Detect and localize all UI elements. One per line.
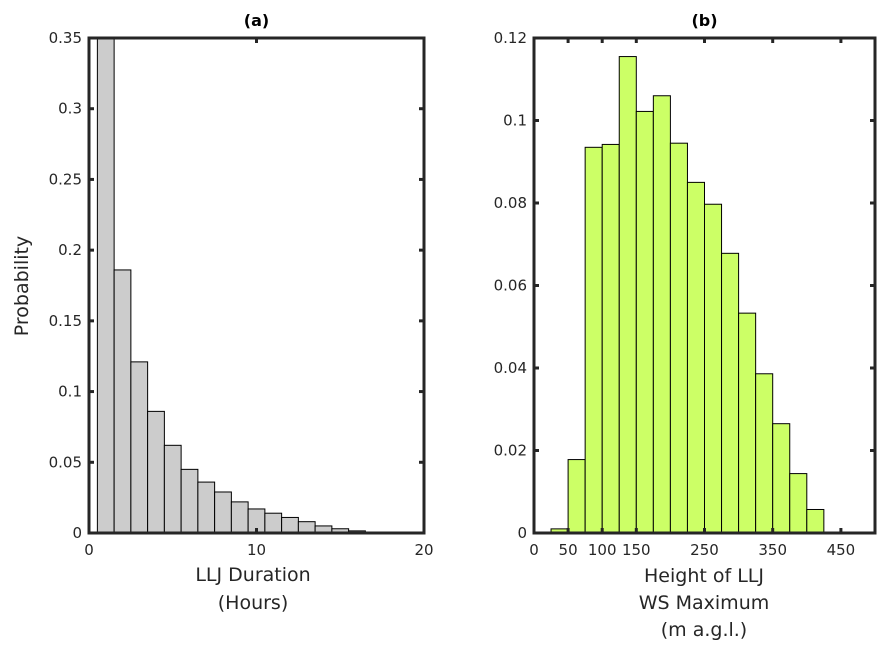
x-tick-label: 10 (247, 541, 266, 559)
y-tick-label: 0.1 (503, 112, 527, 130)
histogram-bar (806, 508, 825, 534)
y-tick-label: 0.15 (49, 312, 82, 330)
histogram-bar (567, 459, 586, 534)
y-tick-label: 0.02 (494, 442, 527, 460)
histogram-bar (789, 473, 808, 534)
y-tick-label: 0.04 (494, 359, 527, 377)
x-tick-label: 250 (690, 541, 719, 559)
histogram-bar (281, 516, 299, 534)
x-tick-label: 150 (622, 541, 651, 559)
y-tick-label: 0 (517, 524, 527, 542)
histogram-bar (618, 56, 637, 534)
histogram-bar (297, 521, 316, 534)
histogram-bar (113, 269, 132, 534)
x-axis-label: WS Maximum (639, 592, 770, 614)
x-tick-label: 20 (414, 541, 433, 559)
x-tick-label: 0 (529, 541, 539, 559)
x-tick-label: 350 (758, 541, 787, 559)
histogram-bar (721, 252, 740, 534)
histogram-bar (230, 501, 249, 534)
histogram-bar (214, 491, 232, 534)
y-tick-label: 0.08 (494, 194, 527, 212)
histogram-bar (130, 361, 149, 534)
histogram-bar (584, 146, 603, 534)
y-tick-label: 0.1 (58, 383, 82, 401)
histogram-bar (635, 110, 654, 534)
histogram-bar (704, 203, 723, 534)
y-tick-label: 0.2 (58, 241, 82, 259)
histogram-bar (772, 423, 791, 534)
panel-a: 0 10 20 0 0.05 0.1 0.15 0.2 0.25 0.3 0.35 (a) LLJ Du… (11, 11, 434, 614)
histogram-bar (147, 410, 165, 534)
x-axis-label: (Hours) (218, 592, 289, 614)
histogram-bar (738, 312, 757, 534)
x-axis-label: (m a.g.l.) (661, 619, 747, 641)
histogram-bar (180, 468, 199, 534)
histogram-bar (755, 373, 774, 534)
y-tick-label: 0.35 (49, 29, 82, 47)
panel-title: (a) (244, 11, 269, 30)
panel-title: (b) (691, 11, 717, 30)
y-tick-label: 0.05 (49, 453, 82, 471)
y-tick-label: 0.06 (494, 277, 527, 295)
y-tick-label: 0 (72, 524, 82, 542)
histogram-bar (197, 481, 216, 534)
x-tick-label: 100 (588, 541, 617, 559)
x-axis-label: LLJ Duration (195, 564, 310, 586)
histogram-bar (163, 444, 182, 534)
x-tick-label: 0 (84, 541, 94, 559)
y-tick-label: 0.3 (58, 100, 82, 118)
histogram-bar (652, 95, 671, 534)
y-axis-label: Probability (11, 236, 33, 336)
histogram-bar (686, 181, 706, 534)
y-tick-label: 0.12 (494, 29, 527, 47)
x-tick-label: 450 (827, 541, 856, 559)
histogram-bar (264, 512, 283, 534)
histogram-bar (669, 142, 688, 534)
histogram-bar (601, 143, 620, 534)
x-axis-label: Height of LLJ (644, 565, 764, 587)
x-tick-label: 50 (559, 541, 578, 559)
panel-b: 0 50 100 150 250 350 450 0 0.02 0.04 0.06 0.08 0.1 0.… (494, 11, 877, 641)
y-tick-label: 0.25 (49, 170, 82, 188)
histogram-bar (96, 37, 115, 534)
